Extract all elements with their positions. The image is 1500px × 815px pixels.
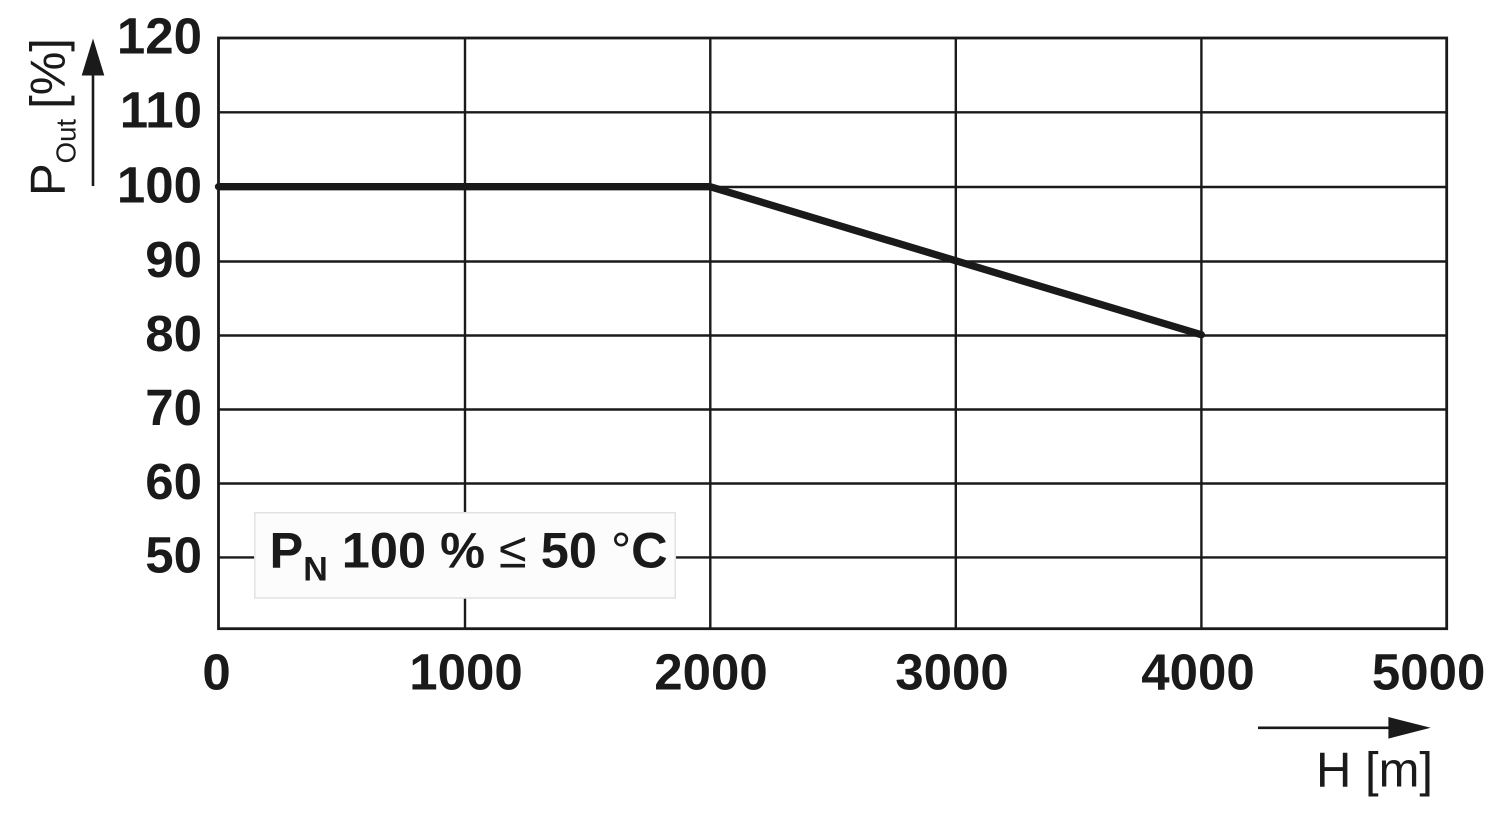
svg-text:0: 0 (202, 644, 230, 701)
svg-text:60: 60 (145, 453, 202, 510)
svg-text:110: 110 (120, 82, 202, 139)
svg-text:PN 100 % ≤ 50 °C: PN 100 % ≤ 50 °C (270, 522, 668, 589)
svg-text:1000: 1000 (409, 644, 522, 701)
svg-text:70: 70 (145, 379, 202, 436)
svg-text:H [m]: H [m] (1316, 743, 1433, 797)
svg-text:80: 80 (145, 305, 202, 362)
svg-text:5000: 5000 (1372, 644, 1485, 701)
svg-text:90: 90 (145, 231, 202, 288)
svg-text:2000: 2000 (654, 644, 767, 701)
svg-text:50: 50 (145, 527, 202, 584)
svg-text:3000: 3000 (895, 644, 1008, 701)
svg-text:120: 120 (117, 7, 202, 64)
svg-text:POut [%]: POut [%] (22, 38, 82, 196)
svg-text:100: 100 (117, 156, 202, 213)
svg-text:4000: 4000 (1141, 644, 1254, 701)
